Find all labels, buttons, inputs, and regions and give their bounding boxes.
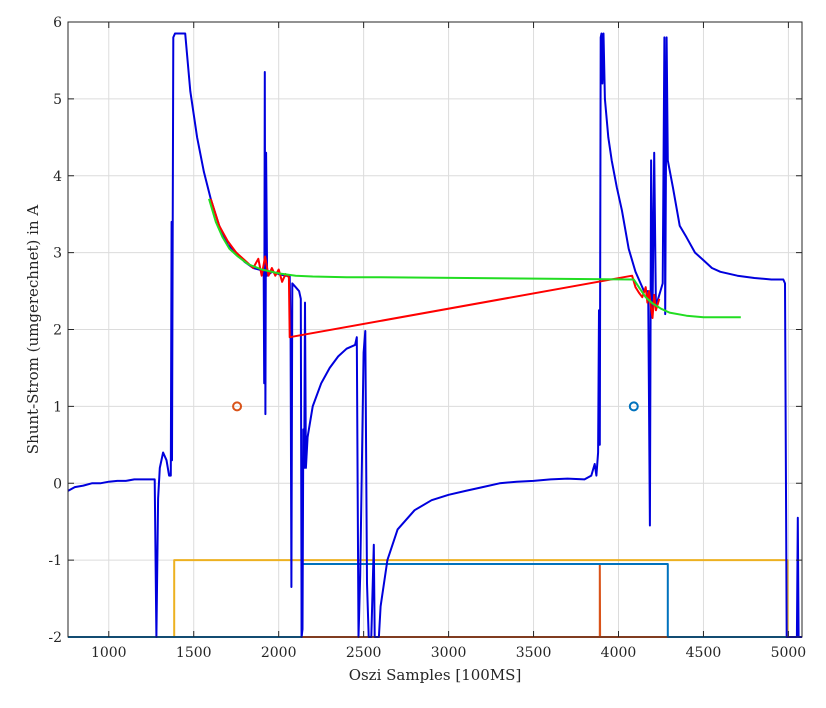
y-axis-label: Shunt-Strom (umgerechnet) in A (24, 205, 42, 455)
x-tick-label: 4500 (686, 645, 722, 661)
y-tick-label: -1 (48, 553, 62, 569)
y-tick-label: 6 (53, 15, 62, 31)
y-tick-label: 3 (53, 246, 62, 262)
x-tick-label: 4000 (601, 645, 637, 661)
x-tick-label: 2000 (261, 645, 297, 661)
data-marker-2 (628, 401, 639, 412)
x-tick-label: 3500 (516, 645, 552, 661)
y-tick-label: 1 (53, 399, 62, 415)
y-tick-label: 2 (53, 323, 62, 339)
x-axis-label: Oszi Samples [100MS] (349, 666, 522, 684)
x-tick-label: 3000 (431, 645, 467, 661)
data-marker-1 (232, 401, 243, 412)
axis-ticks: 1000 1500 2000 2500 3000 3500 4000 4500 5000 -2 -1… (48, 15, 806, 661)
series-line-6 (208, 198, 741, 319)
y-tick-label: -2 (48, 630, 62, 646)
y-tick-label: 4 (53, 169, 62, 185)
x-tick-label: 1000 (91, 645, 127, 661)
y-tick-label: 0 (53, 476, 62, 492)
x-tick-label: 2500 (346, 645, 382, 661)
series-line-4 (67, 32, 802, 638)
y-tick-label: 5 (53, 92, 62, 108)
x-tick-label: 1500 (176, 645, 212, 661)
x-tick-label: 5000 (771, 645, 807, 661)
plot-markers (232, 401, 639, 412)
